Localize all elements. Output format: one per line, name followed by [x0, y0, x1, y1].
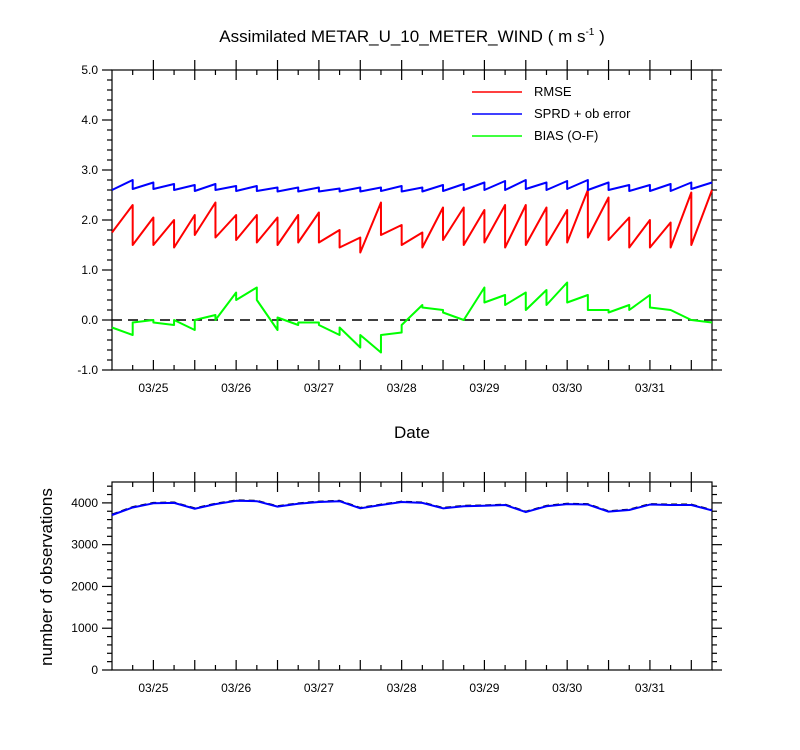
- y-tick-label: 0: [91, 663, 98, 677]
- x-tick-label: 03/27: [304, 381, 334, 395]
- y-tick-label: 3.0: [81, 163, 98, 177]
- legend: RMSE SPRD + ob error BIAS (O-F): [472, 84, 631, 143]
- x-tick-label: 03/31: [635, 681, 665, 695]
- x-tick-label: 03/26: [221, 381, 251, 395]
- y-tick-label: 4.0: [81, 113, 98, 127]
- x-axis-label: Date: [394, 423, 430, 442]
- x-axis-ticks: [132, 472, 692, 670]
- plot-frame: [111, 481, 713, 671]
- legend-label: SPRD + ob error: [534, 106, 631, 121]
- bottom-plot-panel: 03/25 03/26 03/27 03/28 03/29 03/30 03/31 0 1000…: [71, 472, 722, 695]
- x-axis-ticks: [132, 60, 692, 370]
- x-tick-label: 03/25: [138, 381, 168, 395]
- series-line-sprd-ob-error: [111, 179, 713, 193]
- series-line-bias-o-f: [111, 281, 713, 354]
- y-axis-ticks: [102, 485, 722, 671]
- x-tick-label: 03/26: [221, 681, 251, 695]
- legend-label: BIAS (O-F): [534, 128, 598, 143]
- y-tick-label: 5.0: [81, 63, 98, 77]
- x-tick-label: 03/31: [635, 381, 665, 395]
- y-tick-label: 4000: [71, 496, 98, 510]
- x-tick-label: 03/27: [304, 681, 334, 695]
- y-tick-label: 3000: [71, 538, 98, 552]
- y-axis-ticks: [102, 69, 722, 371]
- y-tick-label: 1.0: [81, 263, 98, 277]
- x-tick-label: 03/28: [387, 681, 417, 695]
- series-line-rmse: [111, 189, 713, 254]
- x-tick-label: 03/28: [387, 381, 417, 395]
- y-axis-label-observations: number of observations: [37, 488, 56, 666]
- x-tick-label: 03/29: [469, 681, 499, 695]
- y-tick-label: 2000: [71, 579, 98, 593]
- legend-label: RMSE: [534, 84, 572, 99]
- x-tick-label: 03/30: [552, 681, 582, 695]
- y-tick-label: 2.0: [81, 213, 98, 227]
- x-tick-label: 03/25: [138, 681, 168, 695]
- top-plot-panel: 03/25 03/26 03/27 03/28 03/29 03/30 03/31 -1.0 0…: [77, 60, 722, 395]
- x-tick-label: 03/29: [469, 381, 499, 395]
- chart-title: Assimilated METAR_U_10_METER_WIND ( m s-…: [219, 27, 605, 46]
- y-tick-label: -1.0: [77, 363, 98, 377]
- series-line-observations-used: [111, 499, 713, 516]
- y-tick-label: 1000: [71, 621, 98, 635]
- y-tick-label: 0.0: [81, 313, 98, 327]
- x-tick-label: 03/30: [552, 381, 582, 395]
